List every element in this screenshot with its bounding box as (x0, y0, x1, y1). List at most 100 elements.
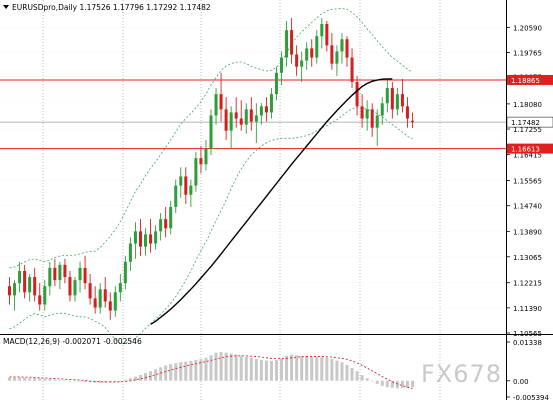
candle-body (330, 45, 334, 64)
price-tick-label: 1.15565 (513, 178, 542, 186)
moving-average (150, 78, 393, 325)
horizontal-levels (0, 79, 507, 150)
macd-bar (8, 377, 12, 381)
macd-bar (410, 380, 414, 388)
macd-bar (234, 354, 238, 381)
candle-body (365, 109, 369, 119)
candle-body (149, 234, 153, 244)
candle-body (264, 106, 268, 113)
candle-body (405, 106, 409, 119)
bollinger-lower-band (9, 106, 413, 344)
price-tick-label: 1.19765 (513, 50, 542, 58)
macd-bar (123, 379, 127, 381)
macd-bar (269, 360, 273, 381)
macd-bar (345, 364, 349, 381)
macd-bar (395, 380, 399, 389)
candle-body (380, 103, 384, 116)
macd-bar (154, 369, 158, 381)
candle-body (164, 219, 168, 229)
macd-bar (405, 380, 409, 388)
price-tick-label: 1.16415 (513, 152, 542, 160)
macd-bar (159, 367, 163, 381)
macd-bar (330, 359, 334, 381)
candle-body (48, 267, 52, 287)
macd-bar (229, 353, 233, 381)
macd-bar (133, 376, 137, 381)
candle-body (73, 280, 77, 296)
macd-bar (259, 359, 263, 381)
price-title-group: EURUSDpro,Daily 1.17526 1.17796 1.17292 … (3, 3, 211, 12)
candle-body (345, 39, 349, 58)
candle-body (395, 94, 399, 110)
macd-tick-label: 0.00 (513, 378, 529, 386)
macd-bar (274, 359, 278, 381)
macd-bar (48, 379, 52, 381)
price-tick-label: 1.11390 (513, 305, 542, 313)
macd-bar (254, 359, 258, 381)
candle-body (340, 39, 344, 52)
macd-bar (320, 357, 324, 381)
candle-body (8, 286, 12, 296)
candle-body (23, 270, 27, 293)
macd-bar (108, 380, 112, 383)
candle-body (123, 261, 127, 284)
macd-bar (78, 380, 82, 382)
candle-body (224, 109, 228, 131)
level-tag (507, 143, 553, 154)
candle-body (214, 94, 218, 116)
macd-bar (335, 360, 339, 381)
macd-bar (144, 373, 148, 381)
macd-bar (113, 380, 117, 382)
macd-bar (340, 362, 344, 381)
macd-bar (360, 375, 364, 381)
macd-bar (38, 378, 42, 381)
macd-bar (249, 357, 253, 381)
macd-series (8, 351, 414, 390)
candlestick-series (8, 17, 414, 320)
candle-body (219, 94, 223, 110)
candle-body (38, 295, 42, 305)
candle-body (209, 115, 213, 150)
macd-bar (385, 380, 389, 388)
candle-body (305, 48, 309, 61)
bollinger-bands (9, 8, 413, 344)
candle-body (295, 54, 299, 67)
macd-bar (103, 380, 107, 383)
candle-body (290, 30, 294, 55)
candle-body (68, 277, 72, 296)
macd-bar (370, 380, 374, 382)
candle-body (300, 60, 304, 67)
candle-body (169, 206, 173, 229)
macd-bar (169, 364, 173, 381)
macd-bar (174, 363, 178, 381)
candle-body (108, 301, 112, 311)
candle-body (189, 185, 193, 195)
macd-bar (23, 377, 27, 381)
price-title: EURUSDpro,Daily 1.17526 1.17796 1.17292 … (12, 3, 211, 12)
candle-body (13, 283, 17, 296)
candle-body (199, 158, 203, 165)
macd-bar (300, 355, 304, 381)
macd-bar (128, 378, 132, 381)
macd-bar (400, 380, 404, 389)
macd-bar (53, 379, 57, 381)
watermark-text: FX678 (421, 360, 502, 388)
macd-bar (98, 380, 102, 383)
macd-bar (164, 365, 168, 381)
macd-bar (18, 377, 22, 381)
price-pane (0, 0, 553, 334)
macd-tick-label: -0.005394 (513, 394, 549, 400)
candle-body (18, 270, 22, 284)
candle-body (58, 264, 62, 281)
candle-body (370, 109, 374, 128)
macd-bar (28, 378, 32, 381)
symbol-triangle-icon (3, 5, 9, 9)
candle-body (385, 88, 389, 104)
candle-body (88, 283, 92, 299)
macd-bar (224, 352, 228, 381)
candle-body (53, 267, 57, 281)
price-tick-label: 1.14740 (513, 203, 542, 211)
candle-body (128, 243, 132, 262)
candle-body (194, 158, 198, 186)
